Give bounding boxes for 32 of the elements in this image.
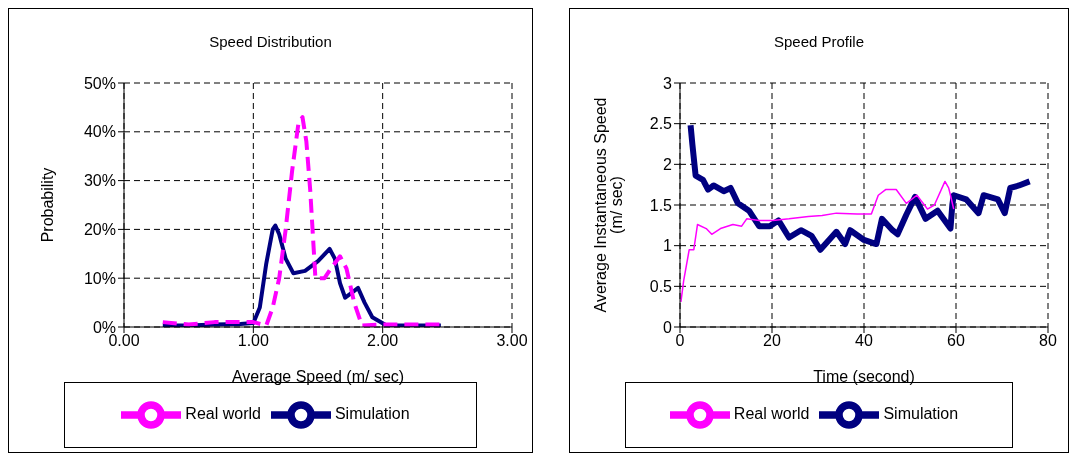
chart-title: Speed Distribution [208,33,333,52]
y-tick-label: 10% [83,269,116,287]
x-tick-label: 3.00 [496,332,528,350]
x-axis-title: Time (second) [813,368,915,385]
y-tick-label: 30% [83,172,116,190]
chart-title: Speed Profile [772,33,866,52]
x-tick-label: 0 [675,332,685,350]
y-tick-label: 0.5 [649,278,673,296]
x-tick-label: 40 [855,332,873,350]
line-series [680,180,955,303]
legend-label: Real world [185,405,261,423]
x-tick-label: 20 [763,332,781,350]
y-tick-label: 2 [663,156,673,174]
x-tick-label: 80 [1039,332,1057,350]
y-tick-label: 1.5 [649,196,673,214]
y-tick-label: 2.5 [649,115,673,133]
y-axis-title: Average Instantaneous Speed (m/ sec) [591,97,625,313]
legend-label: Simulation [334,405,410,423]
x-tick-label: 0.00 [108,332,140,350]
legend-label: Simulation [883,405,959,423]
x-tick-label: 2.00 [367,332,399,350]
y-tick-label: 50% [83,74,116,92]
y-tick-label: 20% [83,221,116,239]
y-tick-label: 40% [83,123,116,141]
x-tick-label: 1.00 [237,332,270,350]
y-axis-title: Probability [38,167,56,243]
y-tick-label: 3 [663,74,673,92]
y-tick-label: 0 [663,318,673,336]
y-tick-label: 1 [663,237,673,255]
x-axis-title: Average Speed (m/ sec) [231,368,405,385]
x-tick-label: 60 [947,332,965,350]
legend-label: Real world [733,405,810,423]
